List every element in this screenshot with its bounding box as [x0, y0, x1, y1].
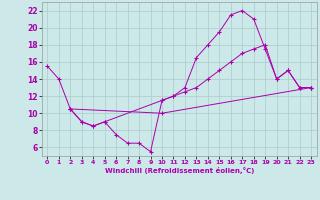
X-axis label: Windchill (Refroidissement éolien,°C): Windchill (Refroidissement éolien,°C): [105, 167, 254, 174]
